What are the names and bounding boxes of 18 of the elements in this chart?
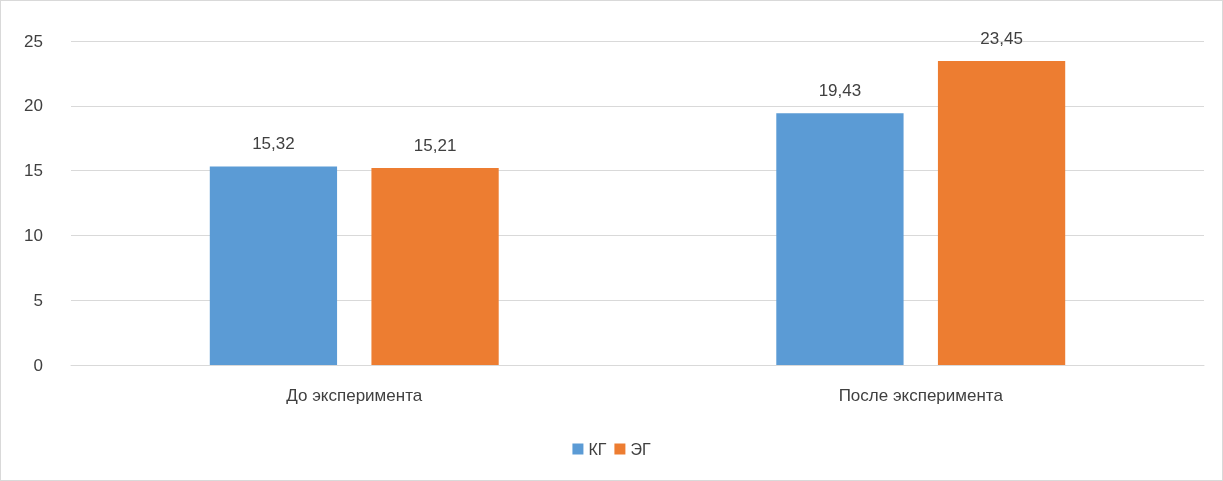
bar (371, 167, 499, 365)
data-label: 15,32 (252, 134, 295, 154)
data-label: 23,45 (980, 29, 1023, 49)
legend-label: КГ (588, 440, 607, 458)
data-label: 15,21 (413, 135, 457, 155)
bar (776, 113, 904, 365)
x-tick-label: После эксперимента (838, 386, 1004, 405)
bar (937, 61, 1066, 365)
data-label: 19,43 (818, 81, 862, 101)
y-tick-label: 20 (24, 96, 43, 116)
legend-label: ЭГ (630, 440, 651, 458)
bar (209, 166, 338, 365)
y-tick-label: 0 (33, 355, 43, 375)
y-tick-label: 25 (24, 31, 43, 51)
x-tick-label: До эксперимента (286, 386, 423, 405)
y-tick-label: 15 (24, 161, 43, 181)
y-tick-label: 5 (33, 290, 43, 310)
y-tick-label: 10 (24, 225, 43, 245)
